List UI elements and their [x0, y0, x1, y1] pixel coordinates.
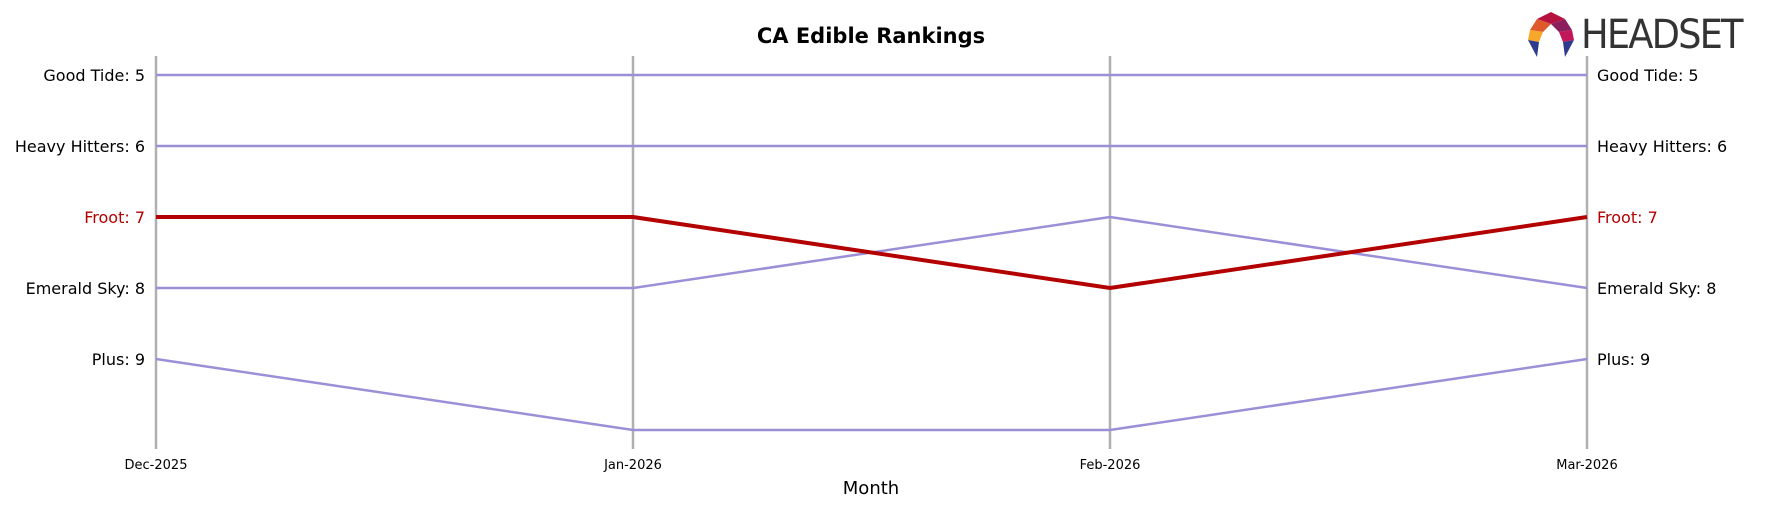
right-label-emerald-sky: Emerald Sky: 8 [1597, 279, 1716, 298]
left-label-emerald-sky: Emerald Sky: 8 [26, 279, 145, 298]
right-label-froot: Froot: 7 [1597, 208, 1658, 227]
left-label-heavy-hitters: Heavy Hitters: 6 [15, 137, 145, 156]
x-axis-label: Month [843, 478, 899, 499]
x-tick-feb-2026: Feb-2026 [1080, 458, 1141, 473]
left-label-good-tide: Good Tide: 5 [43, 66, 145, 85]
x-axis-ticks: Dec-2025 Jan-2026 Feb-2026 Mar-2026 [125, 458, 1618, 473]
headset-logo-text: HEADSET [1581, 12, 1743, 58]
month-gridlines [154, 56, 1589, 449]
series-line-froot [156, 215, 1588, 291]
x-tick-jan-2026: Jan-2026 [603, 458, 662, 473]
left-label-plus: Plus: 9 [92, 350, 145, 369]
chart-title: CA Edible Rankings [757, 24, 985, 48]
series-line-plus [155, 357, 1588, 432]
headset-logo: HEADSET [1525, 10, 1755, 60]
right-label-good-tide: Good Tide: 5 [1597, 66, 1699, 85]
series-lines [155, 73, 1588, 432]
series-labels: Good Tide: 5 Good Tide: 5 Heavy Hitters: 6… [15, 66, 1727, 369]
right-label-heavy-hitters: Heavy Hitters: 6 [1597, 137, 1727, 156]
right-label-plus: Plus: 9 [1597, 350, 1650, 369]
x-tick-dec-2025: Dec-2025 [125, 458, 188, 473]
headset-logo-icon [1528, 12, 1574, 57]
left-label-froot: Froot: 7 [84, 208, 145, 227]
x-tick-mar-2026: Mar-2026 [1556, 458, 1617, 473]
